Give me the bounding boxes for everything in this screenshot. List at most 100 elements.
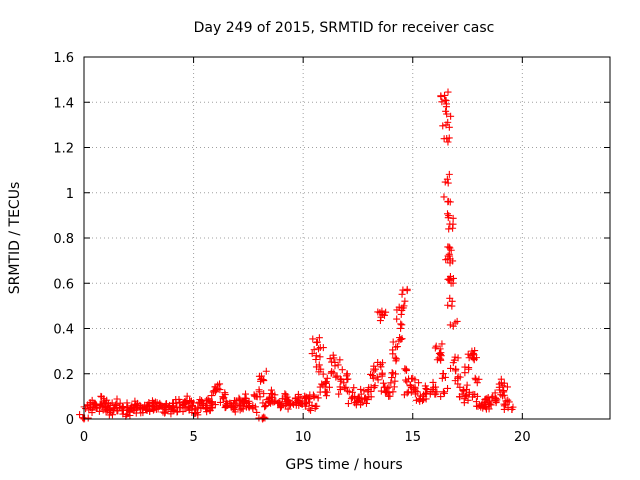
data-point-fill [398,321,406,329]
data-point-fill [198,397,206,405]
data-point-fill [504,396,512,404]
y-tick-label: 1.6 [53,51,74,66]
data-point-fill [283,398,291,406]
data-point-fill [499,392,507,400]
x-tick-label: 5 [189,430,197,445]
data-point-fill [312,363,320,371]
data-point-fill [454,354,462,362]
data-point-fill [373,373,381,381]
data-point-fill [503,383,511,391]
data-point-fill [330,369,338,377]
chart-title: Day 249 of 2015, SRMTID for receiver cas… [194,20,495,36]
data-point-fill [444,88,452,96]
data-point-fill [307,406,315,414]
data-point-fill [397,335,405,343]
data-point-fill [313,339,321,347]
data-point-fill [180,401,188,409]
data-point-fill [441,373,449,381]
data-point-fill [315,334,323,342]
data-point-fill [438,98,446,106]
data-point-fill [444,210,451,218]
data-point-fill [260,413,268,421]
data-point-fill [357,385,365,393]
data-point-fill [251,403,259,411]
data-point-fill [255,386,263,394]
data-point-fill [444,255,452,263]
data-point-fill [376,317,384,325]
data-point-fill [479,401,487,409]
data-point-fill [403,285,411,293]
data-point-fill [421,382,429,390]
data-point-fill [242,390,250,398]
data-point-fill [165,403,173,411]
data-point-fill [464,396,472,404]
data-point-fill [402,376,410,384]
data-point-fill [444,384,452,392]
data-point-fill [472,398,480,406]
data-point-fill [442,103,450,111]
data-point-fill [360,387,368,395]
data-point-fill [367,387,375,395]
data-point-fill [312,356,320,364]
data-point-fill [393,355,401,363]
data-point-fill [370,365,378,373]
data-point-fill [449,257,457,265]
data-point-fill [377,387,385,395]
data-point-fill [329,351,337,359]
data-point-fill [500,391,508,399]
data-point-fill [354,394,362,402]
data-point-fill [437,349,445,357]
data-point-fill [105,405,113,413]
data-point-fill [123,399,131,407]
data-point-fill [270,398,278,406]
data-point-fill [344,400,352,408]
data-point-fill [374,308,382,316]
data-point [387,379,395,387]
data-point [315,345,323,353]
data-point-fill [231,408,239,416]
data-point-fill [305,405,313,413]
data-point-fill [319,370,327,378]
data-point-fill [445,170,453,178]
data-point-fill [461,363,469,371]
data-point-fill [221,391,229,399]
data-point-fill [472,376,480,384]
data-point-fill [429,378,437,386]
data-point-fill [402,367,410,375]
data-point-fill [132,401,140,409]
data-point-fill [186,404,194,412]
data-point-fill [411,376,419,384]
data-point-fill [301,399,309,407]
data-point-fill [208,392,216,400]
data-point-fill [167,410,175,418]
data-point [500,388,508,396]
data-point-fill [440,389,448,397]
data-point-fill [401,365,409,373]
data-point-fill [471,347,479,355]
data-point-fill [183,392,191,400]
data-point-fill [449,279,457,287]
data-point-fill [449,220,457,228]
data-point-fill [446,321,454,329]
data-point-fill [447,112,455,120]
data-point-fill [400,391,408,399]
data-point-fill [381,311,389,319]
data-point-fill [451,319,459,327]
data-point-fill [481,401,489,409]
data-point-fill [446,294,454,302]
data-point-fill [483,395,491,403]
data-point-fill [444,179,452,187]
data-point-fill [184,403,192,411]
data-point-fill [259,399,267,407]
data-point-fill [268,393,276,401]
data-point-fill [350,384,358,392]
data-point-fill [316,353,324,361]
data-point [439,388,447,396]
data-point-fill [389,338,397,346]
data-point-fill [151,404,159,412]
data-point-fill [452,365,460,373]
data-point-fill [337,377,345,385]
data-point-fill [172,396,180,404]
data-point-fill [331,362,339,370]
data-point-fill [447,364,455,372]
